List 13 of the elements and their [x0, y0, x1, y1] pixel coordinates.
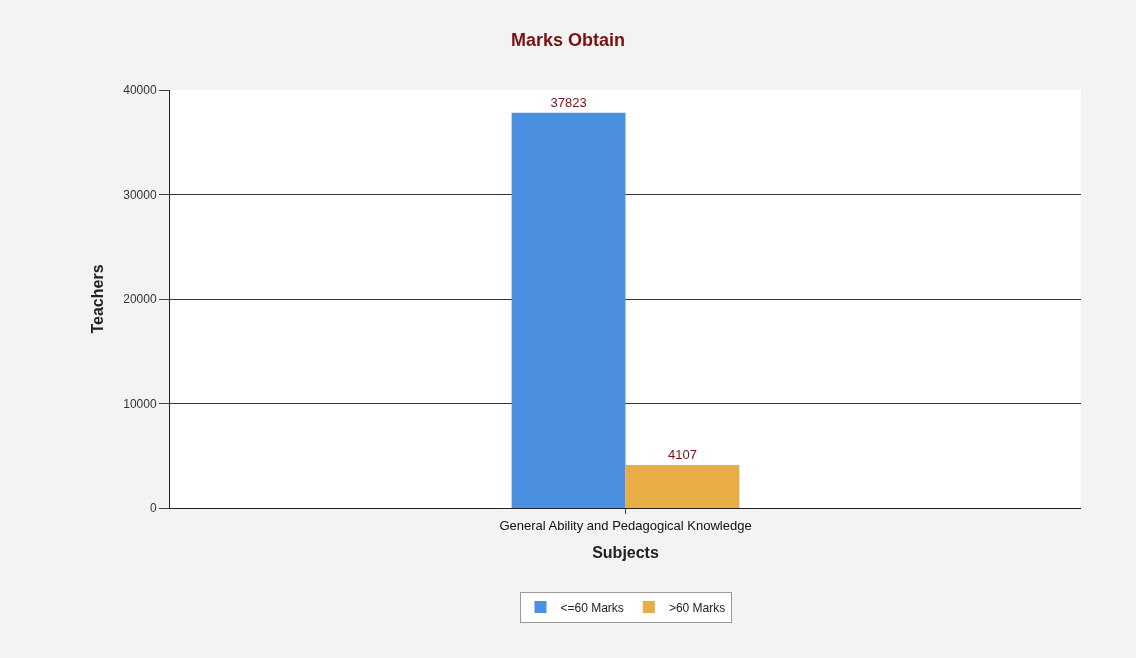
chart-title: Marks Obtain [510, 29, 626, 50]
legend-label: >60 Marks [668, 600, 726, 615]
x-tick-label: General Ability and Pedagogical Knowledge [499, 517, 752, 533]
data-label: 37823 [550, 94, 587, 110]
data-label: 4107 [667, 447, 697, 463]
y-axis-title: Teachers [89, 264, 107, 334]
x-axis-title: Subjects [592, 544, 659, 562]
legend-label: <=60 Marks [560, 600, 624, 615]
y-tick-label: 40000 [123, 83, 157, 98]
y-tick-label: 30000 [123, 187, 157, 202]
y-tick-label: 20000 [123, 292, 157, 307]
y-tick-label: 10000 [123, 396, 157, 411]
y-tick-label: 0 [149, 501, 157, 516]
